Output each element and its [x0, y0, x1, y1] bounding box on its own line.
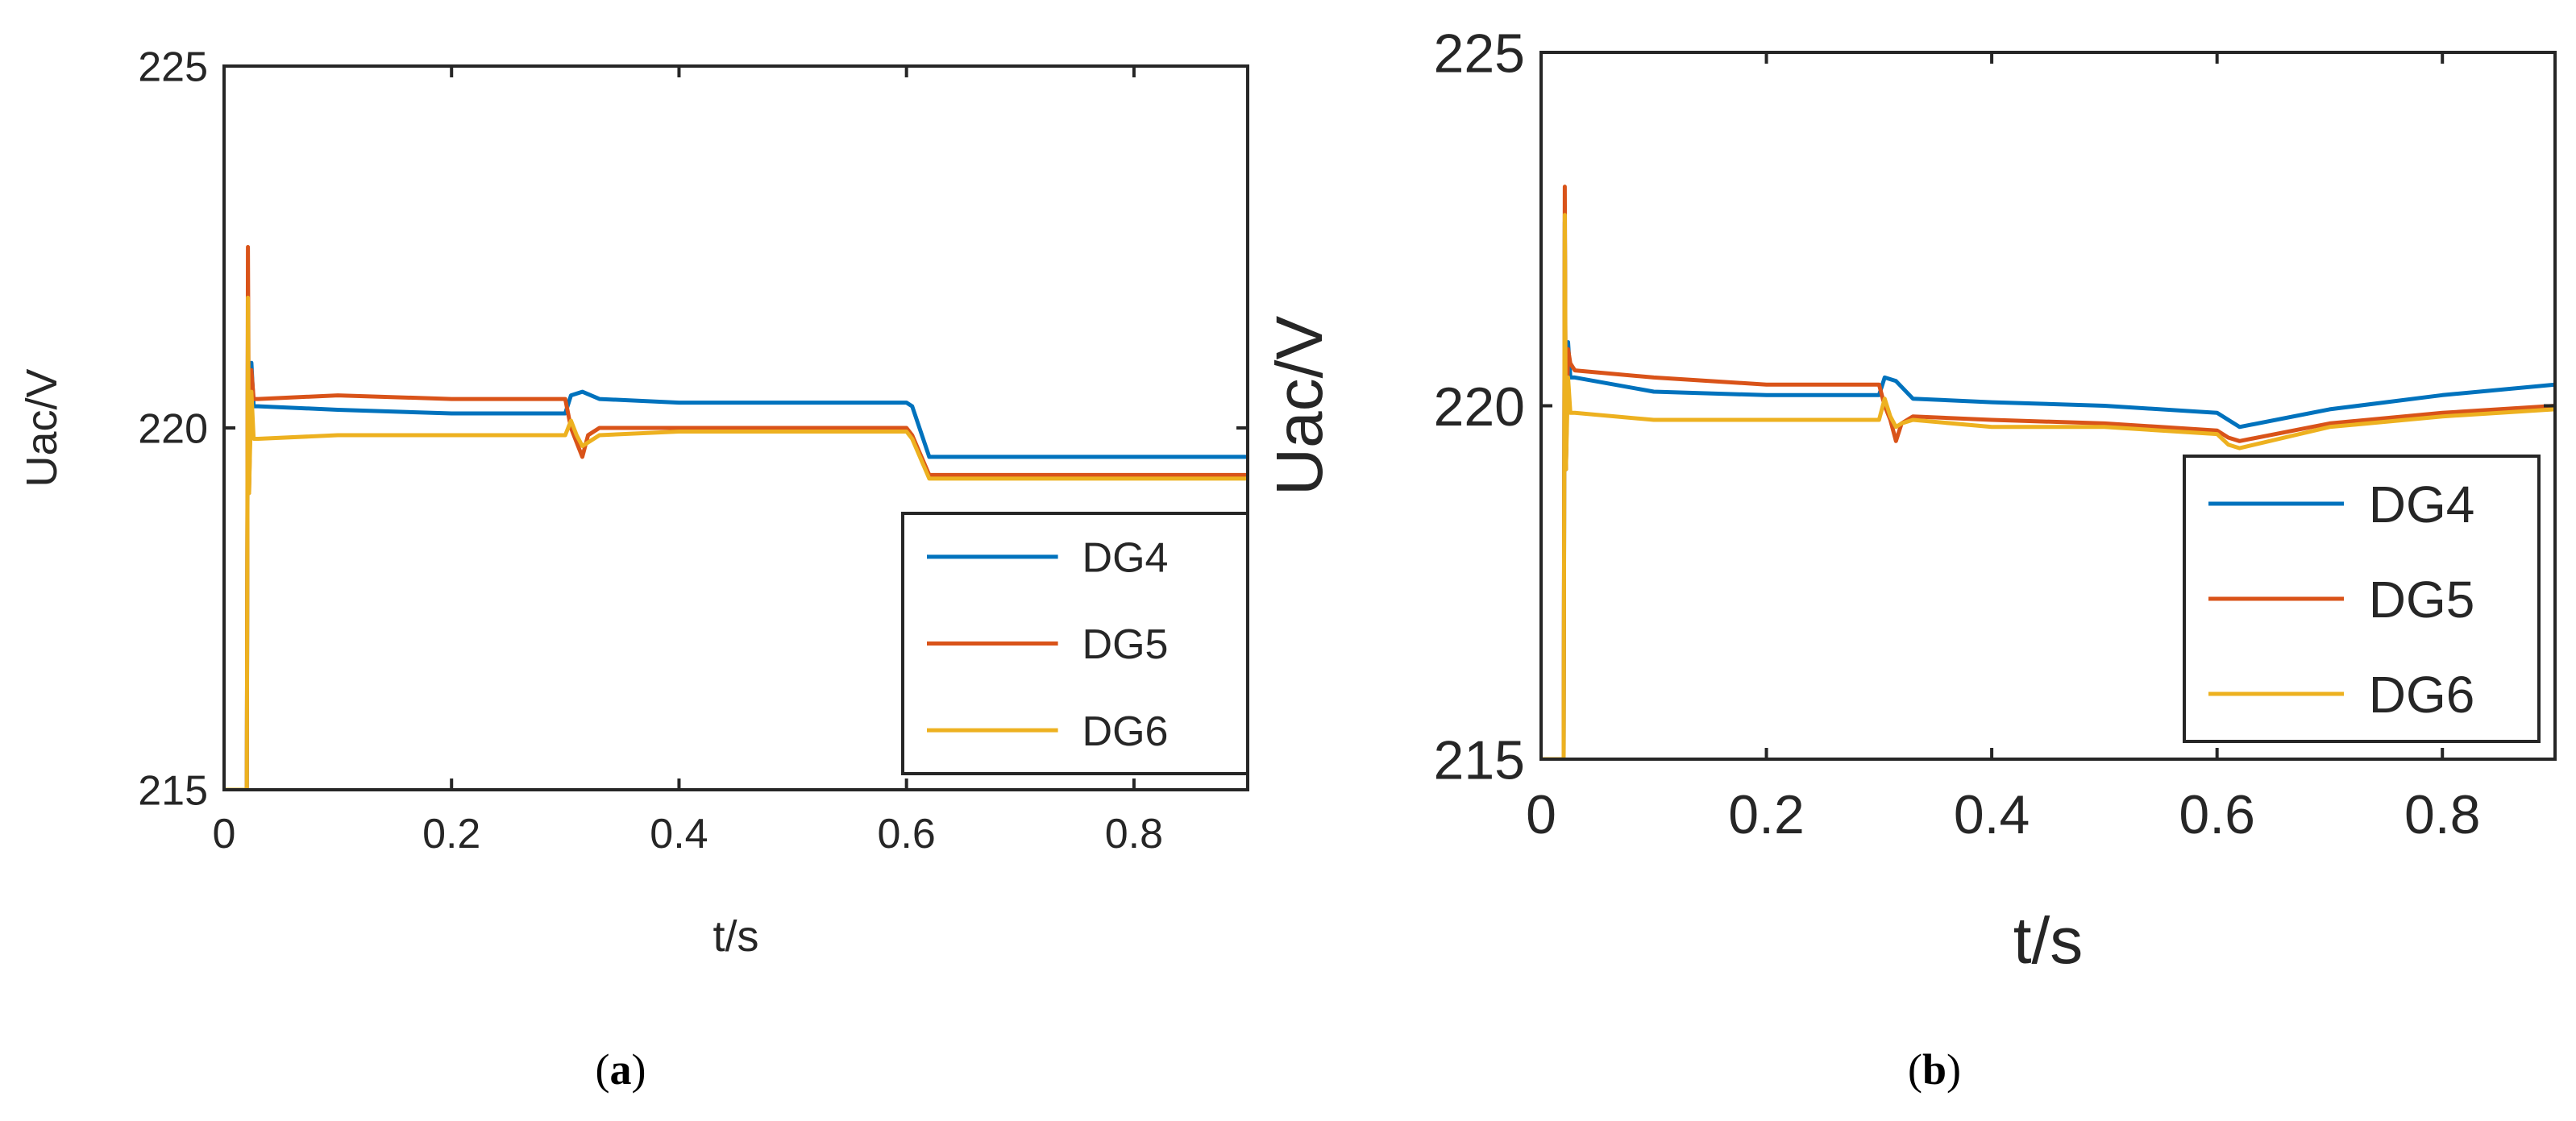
- panel-caption: (a): [596, 1045, 646, 1094]
- x-tick-label: 0.8: [1105, 811, 1163, 857]
- series-line-dg6: [1541, 213, 2555, 759]
- chart-panel-a: 0 0.2 0.4 0.6 0.8 215 220 225 t/s Uac/V DG4 DG5 DG6 (…: [18, 44, 1249, 1094]
- x-tick-label: 0.4: [1954, 784, 2030, 845]
- series-group: [224, 245, 1248, 790]
- panel-caption: (b): [1908, 1045, 1961, 1094]
- x-tick-label: 0.2: [1728, 784, 1805, 845]
- x-axis-label: t/s: [2013, 904, 2084, 978]
- x-tick-label: 0: [213, 811, 236, 857]
- series-group: [1541, 185, 2555, 759]
- y-tick-label: 215: [138, 768, 208, 815]
- legend-label-dg5: DG5: [1082, 621, 1169, 668]
- y-tick-label: 225: [138, 44, 208, 91]
- y-tick-label: 220: [138, 406, 208, 453]
- legend-label-dg6: DG6: [1082, 708, 1169, 755]
- x-tick-label: 0.6: [2179, 784, 2255, 845]
- series-line-dg6: [224, 295, 1248, 790]
- x-tick-label: 0: [1526, 784, 1556, 845]
- x-tick-label: 0.6: [878, 811, 936, 857]
- legend-label-dg6: DG6: [2369, 666, 2475, 724]
- x-axis-label: t/s: [713, 912, 758, 961]
- legend-label-dg4: DG4: [2369, 475, 2475, 534]
- x-tick-label: 0.4: [650, 811, 708, 857]
- x-tick-label: 0.8: [2404, 784, 2481, 845]
- y-tick-label: 225: [1434, 23, 1525, 84]
- y-axis-label: Uac/V: [1263, 316, 1336, 496]
- y-axis-label: Uac/V: [18, 368, 66, 487]
- y-tick-label: 215: [1434, 729, 1525, 791]
- legend-label-dg5: DG5: [2369, 571, 2475, 629]
- x-tick-label: 0.2: [422, 811, 480, 857]
- legend-label-dg4: DG4: [1082, 535, 1169, 582]
- chart-panel-b: 0 0.2 0.4 0.6 0.8 215 220 225 t/s Uac/V DG4 DG5 DG6 (…: [1263, 23, 2557, 1094]
- y-tick-label: 220: [1434, 376, 1525, 438]
